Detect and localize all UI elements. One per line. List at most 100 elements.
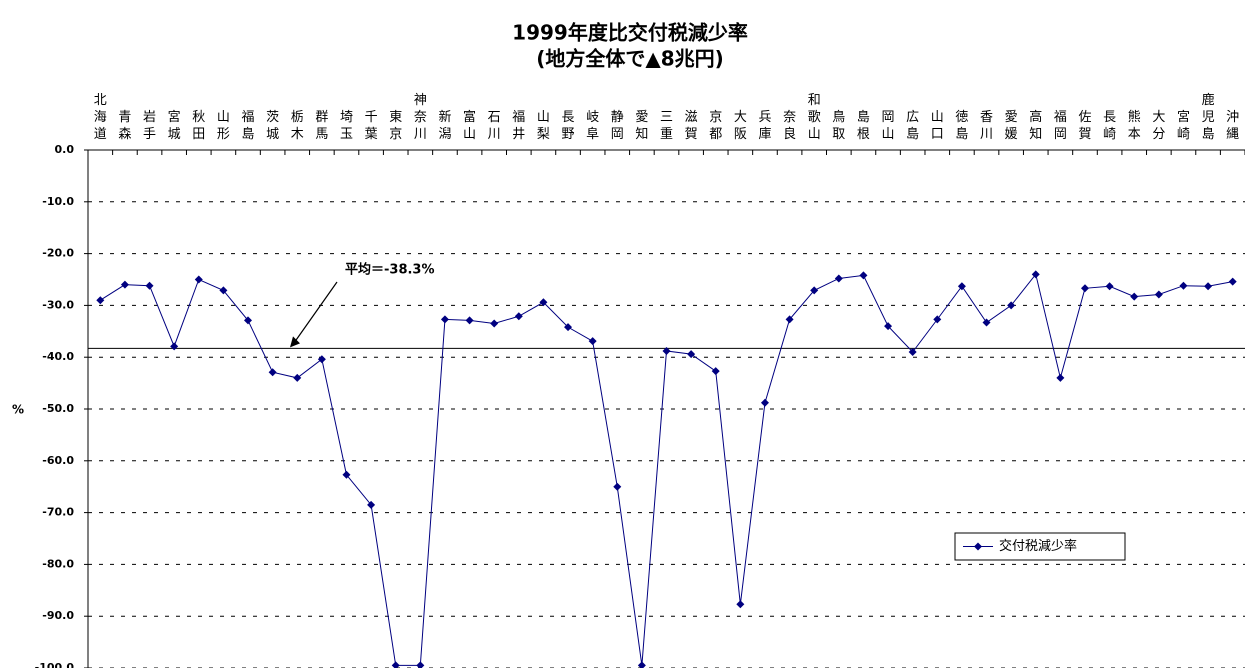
y-tick-label: -100.0 xyxy=(35,661,75,668)
data-point xyxy=(785,315,794,324)
x-tick-label: 栃木 xyxy=(291,110,304,142)
data-point xyxy=(1130,292,1139,301)
data-point xyxy=(564,323,573,332)
x-tick-label: 福島 xyxy=(242,110,255,142)
x-tick-label: 福岡 xyxy=(1054,110,1067,142)
x-tick-label: 山口 xyxy=(931,110,944,142)
y-tick-label: -10.0 xyxy=(42,195,74,208)
x-tick-label: 千葉 xyxy=(365,110,378,142)
x-tick-label: 富山 xyxy=(463,109,476,142)
data-point xyxy=(908,348,917,357)
x-tick-label: 宮崎 xyxy=(1177,109,1190,142)
data-point xyxy=(145,281,154,290)
x-tick-label: 徳島 xyxy=(955,110,968,142)
x-tick-label: 神奈川 xyxy=(414,93,427,142)
data-point xyxy=(120,280,129,289)
data-point xyxy=(859,271,868,280)
x-tick-label: 山形 xyxy=(217,110,230,142)
x-tick-label: 宮城 xyxy=(168,109,181,142)
x-tick-label: 和歌山 xyxy=(808,93,821,142)
data-point xyxy=(219,286,228,295)
data-point xyxy=(465,316,474,325)
data-point xyxy=(613,482,622,491)
data-point xyxy=(440,315,449,324)
x-tick-label: 大阪 xyxy=(734,110,747,142)
data-point xyxy=(391,661,400,668)
data-point xyxy=(662,346,671,355)
data-point xyxy=(342,470,351,479)
x-tick-label: 山梨 xyxy=(537,110,550,142)
data-point xyxy=(687,350,696,359)
data-point xyxy=(884,322,893,331)
chart-title: 1999年度比交付税減少率 xyxy=(512,21,748,45)
x-tick-label: 石川 xyxy=(488,110,501,142)
x-tick-label: 鳥取 xyxy=(832,110,845,142)
data-point xyxy=(1179,281,1188,290)
data-point xyxy=(1105,282,1114,291)
x-tick-label: 静岡 xyxy=(611,110,624,142)
x-tick-label: 福井 xyxy=(512,110,525,142)
x-tick-label: 広島 xyxy=(906,110,919,142)
x-tick-label: 埼玉 xyxy=(340,110,353,142)
data-point xyxy=(588,337,597,346)
y-tick-label: 0.0 xyxy=(55,143,75,156)
data-point xyxy=(367,500,376,509)
x-tick-label: 群馬 xyxy=(315,110,328,142)
y-tick-label: -60.0 xyxy=(42,454,74,467)
x-tick-label: 鹿児島 xyxy=(1202,92,1215,142)
data-point xyxy=(957,282,966,291)
data-point xyxy=(514,312,523,321)
data-point xyxy=(293,373,302,382)
y-axis-label: % xyxy=(12,403,24,417)
data-point xyxy=(194,275,203,284)
x-tick-label: 新潟 xyxy=(438,109,451,142)
x-tick-label: 岐阜 xyxy=(586,110,599,142)
data-point xyxy=(244,316,253,325)
series-line xyxy=(100,273,1233,666)
y-tick-label: -20.0 xyxy=(42,247,74,260)
y-tick-label: -40.0 xyxy=(42,350,74,363)
x-tick-label: 京都 xyxy=(709,110,722,142)
x-tick-label: 秋田 xyxy=(192,110,205,142)
annotation: 平均＝-38.3% xyxy=(345,262,435,278)
annotation-arrow xyxy=(292,281,338,345)
data-point xyxy=(1154,290,1163,299)
y-tick-label: -50.0 xyxy=(42,402,74,415)
data-point xyxy=(1228,277,1237,286)
data-point xyxy=(760,398,769,407)
x-tick-label: 大分 xyxy=(1152,110,1165,142)
data-point xyxy=(317,355,326,364)
data-point xyxy=(416,661,425,668)
x-tick-label: 沖縄 xyxy=(1226,110,1239,142)
data-point xyxy=(490,319,499,328)
x-tick-label: 青森 xyxy=(118,110,131,142)
x-tick-label: 愛媛 xyxy=(1005,110,1018,142)
x-tick-label: 愛知 xyxy=(635,110,648,142)
x-tick-label: 熊本 xyxy=(1128,109,1141,142)
x-tick-label: 茨城 xyxy=(266,110,279,142)
chart-subtitle: (地方全体で▲8兆円) xyxy=(536,47,724,71)
x-tick-label: 東京 xyxy=(389,109,402,142)
data-point xyxy=(1007,301,1016,310)
data-point xyxy=(810,286,819,295)
x-tick-label: 北海道 xyxy=(94,93,107,142)
data-point xyxy=(96,296,105,305)
data-point xyxy=(268,368,277,377)
data-point xyxy=(637,661,646,668)
x-tick-label: 岩手 xyxy=(143,110,156,142)
x-tick-label: 兵庫 xyxy=(758,110,771,142)
x-tick-label: 滋賀 xyxy=(685,110,698,142)
y-tick-label: -30.0 xyxy=(42,298,74,311)
data-point xyxy=(1204,282,1213,291)
x-tick-label: 長野 xyxy=(562,110,575,142)
data-point xyxy=(834,274,843,283)
data-point xyxy=(1056,373,1065,382)
annotation-arrowhead xyxy=(290,336,300,348)
data-point xyxy=(736,600,745,609)
x-tick-label: 奈良 xyxy=(783,110,796,142)
x-tick-label: 長崎 xyxy=(1103,110,1116,142)
data-point xyxy=(933,315,942,324)
data-point xyxy=(1031,270,1040,279)
data-point xyxy=(1080,284,1089,293)
